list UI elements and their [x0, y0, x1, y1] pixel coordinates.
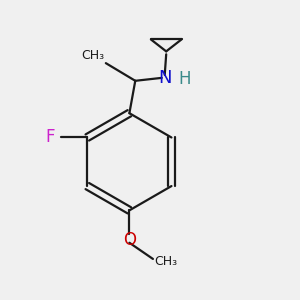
Text: CH₃: CH₃ [154, 255, 178, 268]
Text: H: H [178, 70, 190, 88]
Text: O: O [123, 231, 136, 249]
Text: CH₃: CH₃ [81, 49, 104, 62]
Text: N: N [158, 69, 172, 87]
Text: F: F [45, 128, 55, 146]
